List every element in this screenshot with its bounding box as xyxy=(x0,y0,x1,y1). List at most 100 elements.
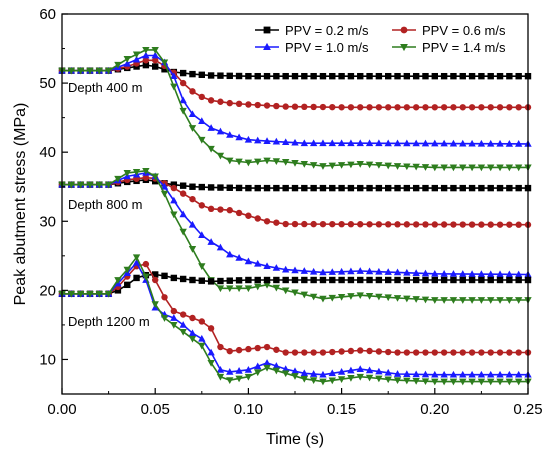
data-point xyxy=(338,276,345,284)
x-tick-label: 0.25 xyxy=(513,401,542,418)
data-point xyxy=(235,375,243,383)
data-point xyxy=(207,97,215,104)
data-point xyxy=(151,47,159,54)
data-point xyxy=(226,368,234,375)
data-point xyxy=(235,285,243,293)
data-point xyxy=(487,297,495,304)
data-point xyxy=(357,104,364,111)
legend-item: PPV = 0.2 m/s xyxy=(255,23,369,38)
data-point xyxy=(263,276,271,284)
data-point xyxy=(431,221,438,228)
legend-marker xyxy=(400,43,408,52)
data-point xyxy=(440,139,448,147)
data-point xyxy=(207,360,215,367)
data-point xyxy=(375,267,383,275)
data-point xyxy=(309,139,318,147)
data-point xyxy=(310,276,317,284)
data-point xyxy=(515,72,522,80)
data-point xyxy=(272,362,281,369)
data-point xyxy=(375,184,383,192)
data-point xyxy=(319,295,327,303)
data-point xyxy=(375,276,383,284)
annotation-depth-800: Depth 800 m xyxy=(68,197,142,212)
data-point xyxy=(319,378,327,386)
data-point xyxy=(366,221,373,228)
y-tick-label: 60 xyxy=(39,6,56,23)
data-point xyxy=(300,369,308,377)
data-point xyxy=(329,72,336,80)
data-point xyxy=(216,127,225,135)
legend-label: PPV = 0.2 m/s xyxy=(285,23,369,38)
data-point xyxy=(216,365,225,373)
data-point xyxy=(226,131,234,138)
data-point xyxy=(422,349,429,356)
data-point xyxy=(431,276,438,284)
data-point xyxy=(328,294,336,302)
data-point xyxy=(263,262,271,270)
data-point xyxy=(235,367,243,374)
data-point xyxy=(468,378,476,386)
data-point xyxy=(468,370,476,378)
data-point xyxy=(217,98,224,105)
data-point xyxy=(282,220,289,228)
data-point xyxy=(170,196,178,204)
data-point xyxy=(515,297,523,304)
data-point xyxy=(301,72,308,80)
data-point xyxy=(67,67,75,75)
data-point xyxy=(254,276,261,284)
y-tick-label: 30 xyxy=(39,213,56,230)
data-point xyxy=(347,293,355,300)
data-point xyxy=(254,215,261,222)
data-point xyxy=(459,297,467,304)
data-point xyxy=(422,104,429,111)
data-point xyxy=(403,349,411,356)
data-point xyxy=(76,181,85,189)
data-point xyxy=(301,184,308,192)
data-point xyxy=(263,281,271,289)
data-point xyxy=(244,135,253,143)
data-point xyxy=(189,70,196,78)
data-point xyxy=(291,138,299,146)
data-point xyxy=(179,69,187,77)
data-point xyxy=(468,221,476,228)
data-point xyxy=(384,139,392,147)
data-point xyxy=(412,276,420,284)
legend-label: PPV = 1.4 m/s xyxy=(422,40,506,55)
data-point xyxy=(291,289,299,297)
data-point xyxy=(142,51,150,59)
data-point xyxy=(412,377,420,385)
data-point xyxy=(440,221,448,228)
data-point xyxy=(254,72,261,80)
data-point xyxy=(328,139,336,147)
data-point xyxy=(310,349,317,356)
data-point xyxy=(160,59,169,67)
data-point xyxy=(347,104,355,111)
data-point xyxy=(198,277,205,284)
data-point xyxy=(356,373,364,381)
data-point xyxy=(459,276,466,284)
data-point xyxy=(189,88,196,95)
data-point xyxy=(263,72,271,80)
data-point xyxy=(226,184,233,191)
data-point xyxy=(459,349,466,356)
y-tick-label: 50 xyxy=(39,75,56,92)
data-point xyxy=(422,221,429,228)
data-point xyxy=(478,184,485,192)
data-point xyxy=(450,184,457,192)
data-point xyxy=(198,117,206,124)
data-point xyxy=(496,378,504,386)
data-point xyxy=(310,184,317,192)
data-point xyxy=(235,254,243,261)
data-point xyxy=(216,285,225,293)
data-point xyxy=(366,104,373,111)
data-point xyxy=(170,211,178,219)
data-point xyxy=(207,348,215,356)
data-point xyxy=(263,137,271,145)
data-point xyxy=(403,184,411,192)
data-point xyxy=(385,276,392,284)
data-point xyxy=(245,184,252,192)
data-point xyxy=(179,321,187,328)
data-point xyxy=(478,276,485,284)
data-point xyxy=(132,258,141,266)
data-point xyxy=(356,161,364,168)
